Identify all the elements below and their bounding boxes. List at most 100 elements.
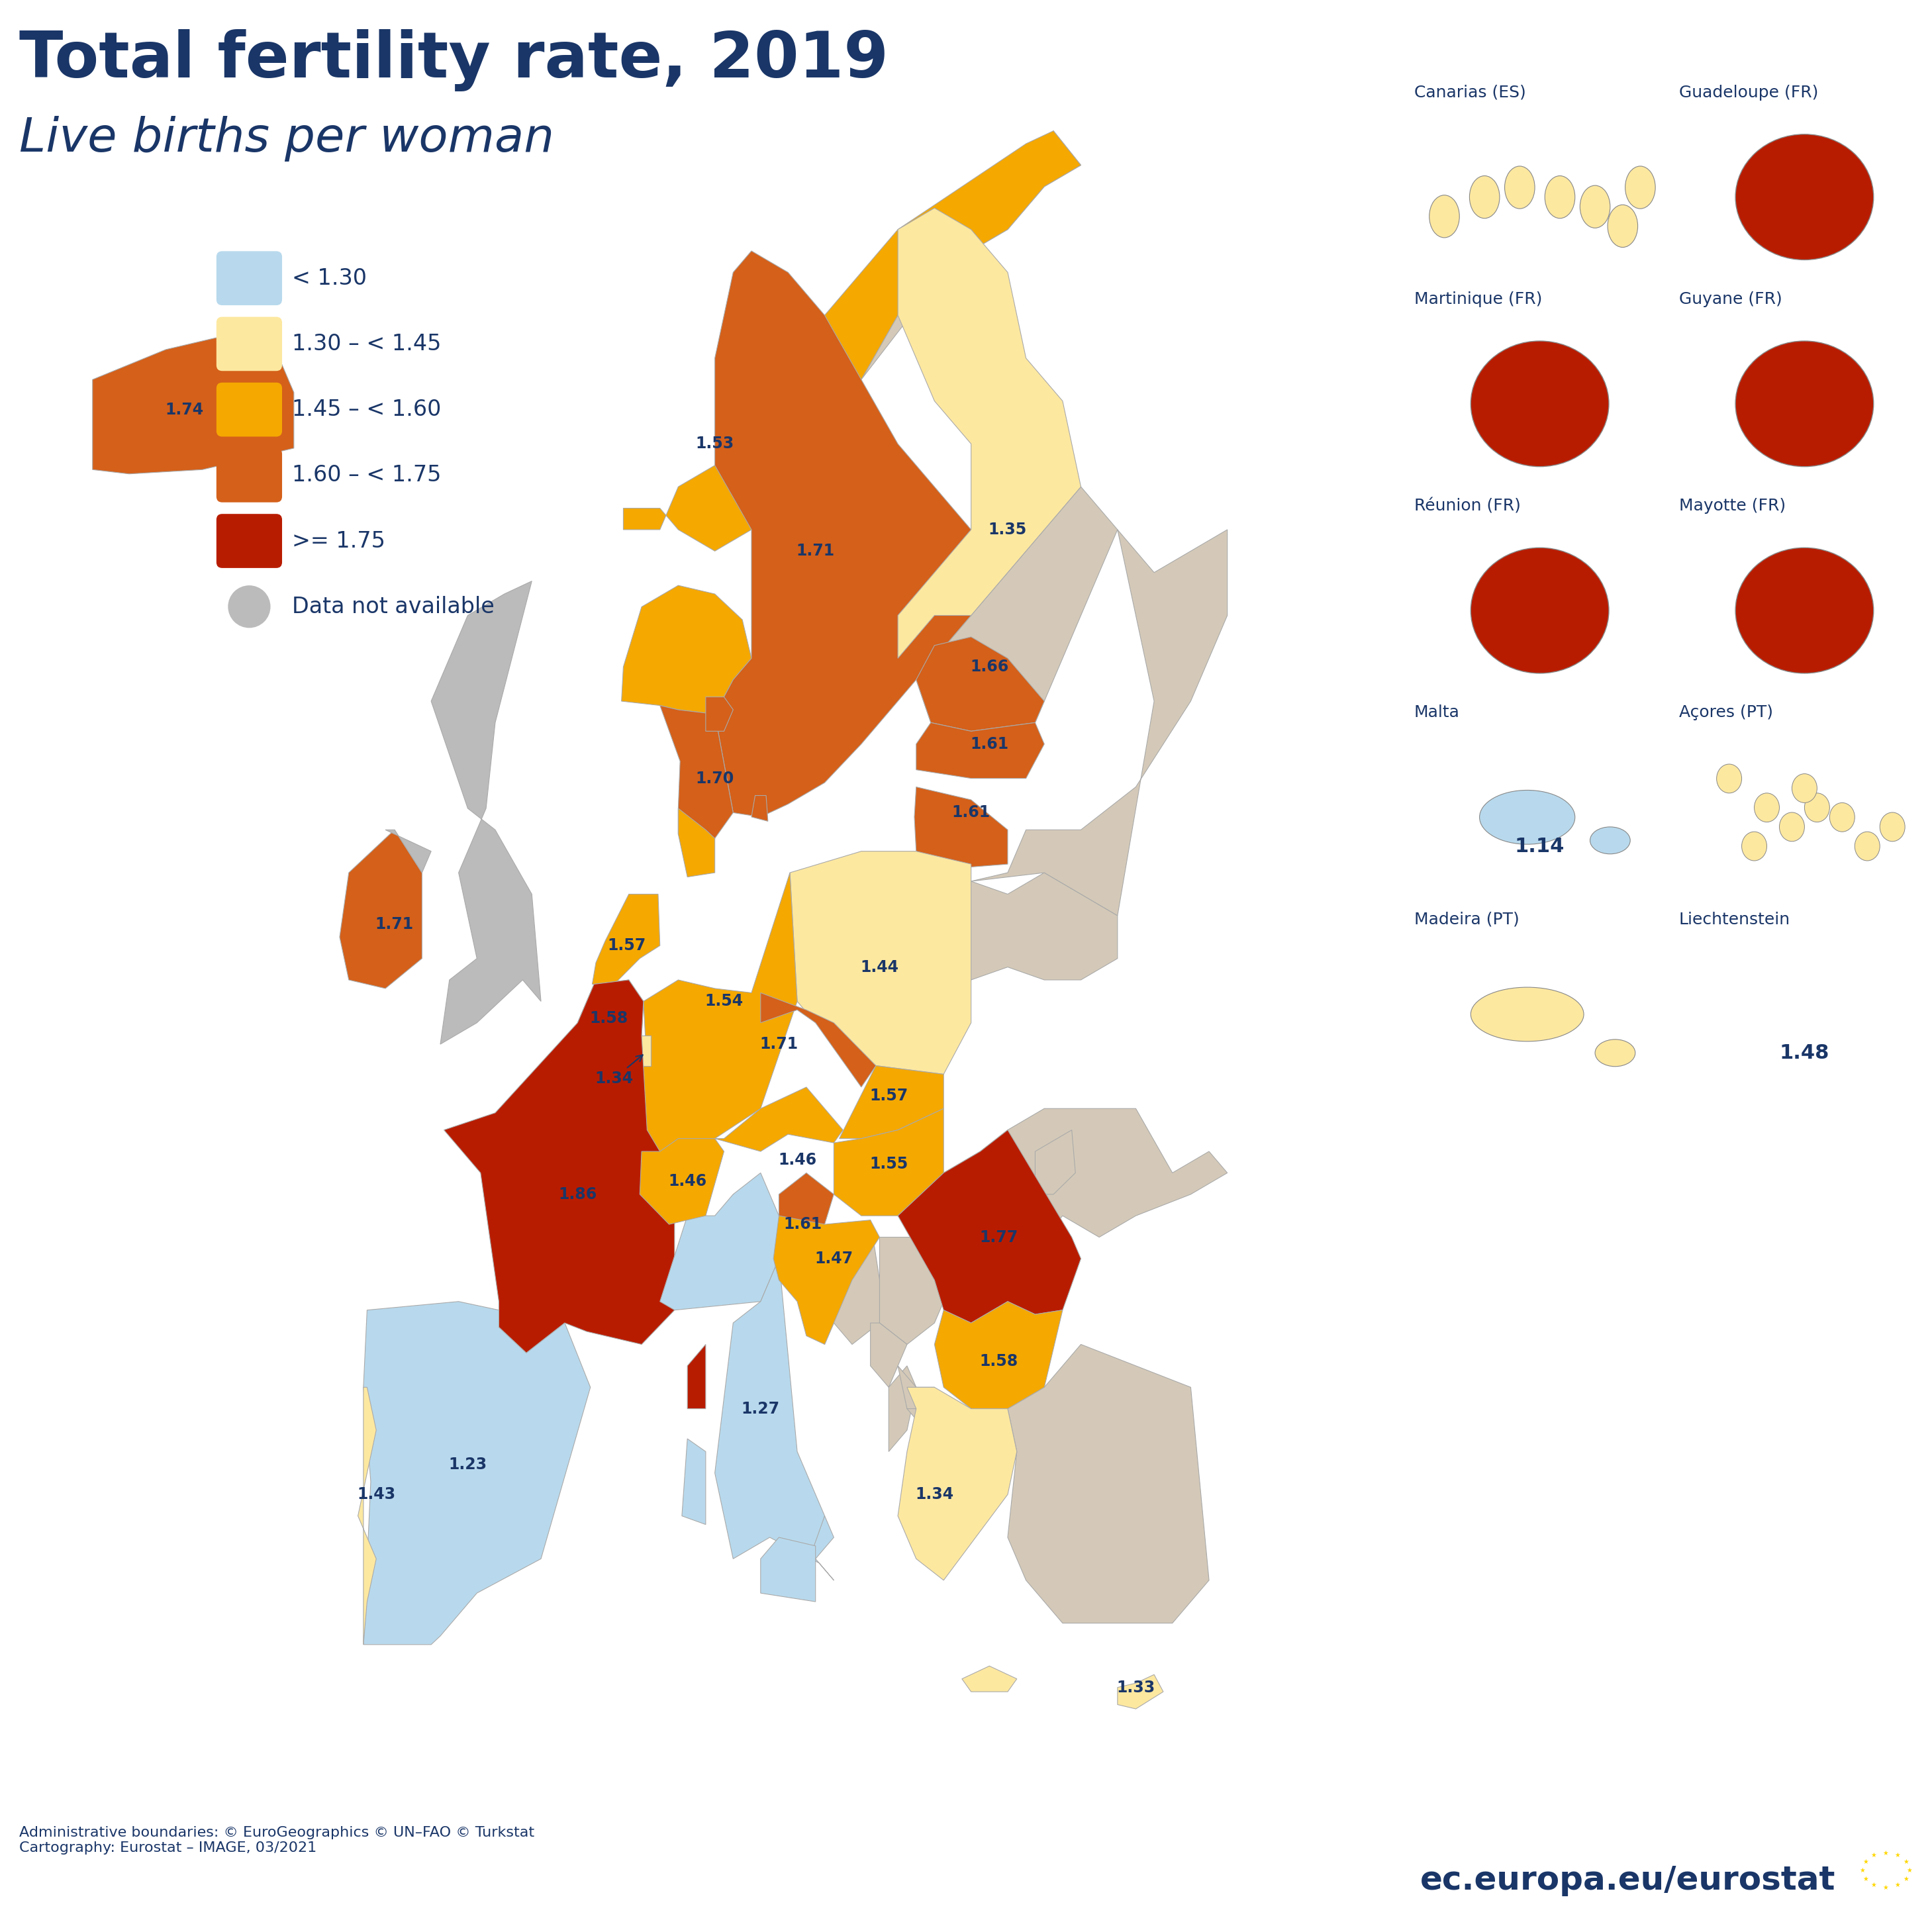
Polygon shape (835, 1109, 943, 1215)
Polygon shape (1009, 1345, 1209, 1623)
Polygon shape (639, 1138, 724, 1225)
Text: Guadeloupe (FR): Guadeloupe (FR) (1679, 85, 1818, 100)
Text: ★: ★ (1870, 1882, 1876, 1888)
Polygon shape (384, 831, 431, 873)
Polygon shape (593, 895, 661, 983)
Text: ★: ★ (1907, 1866, 1913, 1874)
Text: ★: ★ (1859, 1866, 1864, 1874)
Text: 1.48: 1.48 (1779, 1043, 1830, 1063)
Text: ec.europa.eu/eurostat: ec.europa.eu/eurostat (1420, 1864, 1835, 1895)
Text: Live births per woman: Live births per woman (19, 116, 554, 162)
Polygon shape (806, 1517, 835, 1567)
Polygon shape (898, 209, 1080, 659)
Text: 1.47: 1.47 (815, 1250, 854, 1267)
Text: Data not available: Data not available (292, 595, 495, 618)
Ellipse shape (1830, 804, 1855, 833)
Text: ★: ★ (1884, 1849, 1888, 1857)
Polygon shape (889, 1366, 916, 1451)
Polygon shape (661, 1173, 788, 1310)
Text: 1.74: 1.74 (164, 402, 203, 417)
Ellipse shape (1596, 1039, 1634, 1066)
Polygon shape (363, 1302, 591, 1644)
Text: ★: ★ (1903, 1859, 1909, 1864)
Text: 1.61: 1.61 (784, 1217, 821, 1233)
Polygon shape (624, 131, 1080, 551)
Polygon shape (935, 1109, 1227, 1236)
Polygon shape (682, 1439, 705, 1524)
Text: 1.33: 1.33 (1117, 1679, 1155, 1696)
Text: 1.58: 1.58 (980, 1354, 1018, 1370)
Text: < 1.30: < 1.30 (292, 267, 367, 290)
Text: 1.54: 1.54 (705, 993, 744, 1009)
Polygon shape (952, 873, 1117, 980)
Text: 1.77: 1.77 (980, 1229, 1018, 1244)
Text: ★: ★ (1895, 1882, 1901, 1888)
Polygon shape (93, 336, 294, 473)
Polygon shape (661, 705, 732, 838)
Ellipse shape (1880, 813, 1905, 842)
Polygon shape (444, 980, 674, 1352)
Text: 1.71: 1.71 (759, 1036, 798, 1053)
Polygon shape (935, 1302, 1063, 1408)
Ellipse shape (1505, 166, 1534, 209)
Polygon shape (898, 1130, 1080, 1323)
Text: Madeira (PT): Madeira (PT) (1414, 912, 1519, 927)
Ellipse shape (1590, 827, 1631, 854)
Ellipse shape (1741, 833, 1768, 862)
Polygon shape (639, 873, 798, 1151)
Text: ★: ★ (1862, 1859, 1868, 1864)
Text: Guyane (FR): Guyane (FR) (1679, 292, 1781, 307)
Polygon shape (906, 1387, 943, 1430)
Ellipse shape (1718, 765, 1743, 792)
Text: Liechtenstein: Liechtenstein (1679, 912, 1791, 927)
Text: 1.61: 1.61 (952, 806, 991, 821)
Text: 1.45 – < 1.60: 1.45 – < 1.60 (292, 398, 440, 421)
Text: Malta: Malta (1414, 705, 1461, 721)
Text: 1.55: 1.55 (869, 1157, 908, 1173)
Text: Réunion (FR): Réunion (FR) (1414, 498, 1520, 514)
Text: Administrative boundaries: © EuroGeographics © UN–FAO © Turkstat
Cartography: Eu: Administrative boundaries: © EuroGeograp… (19, 1826, 535, 1855)
Polygon shape (790, 852, 972, 1074)
Text: ★: ★ (1870, 1853, 1876, 1859)
Ellipse shape (1625, 166, 1656, 209)
Ellipse shape (1480, 790, 1575, 844)
Polygon shape (688, 1345, 705, 1408)
Text: 1.34: 1.34 (595, 1055, 643, 1086)
Ellipse shape (1735, 549, 1874, 674)
Polygon shape (871, 1323, 906, 1387)
Text: 1.44: 1.44 (860, 958, 898, 976)
Polygon shape (916, 487, 1227, 916)
Text: 1.43: 1.43 (357, 1486, 396, 1503)
Ellipse shape (1470, 987, 1584, 1041)
Ellipse shape (1430, 195, 1459, 238)
Polygon shape (1117, 1675, 1163, 1710)
Polygon shape (752, 796, 767, 821)
Text: ★: ★ (1884, 1884, 1888, 1891)
Polygon shape (357, 1387, 377, 1644)
Polygon shape (578, 980, 643, 1066)
Polygon shape (879, 1236, 943, 1345)
Ellipse shape (1607, 205, 1638, 247)
Polygon shape (715, 251, 972, 817)
Polygon shape (773, 1215, 879, 1345)
Text: 1.71: 1.71 (796, 543, 835, 558)
Ellipse shape (1754, 792, 1779, 823)
Text: 1.66: 1.66 (970, 659, 1009, 674)
Text: >= 1.75: >= 1.75 (292, 529, 384, 553)
Ellipse shape (1779, 813, 1804, 842)
Text: 1.53: 1.53 (696, 437, 734, 452)
Polygon shape (838, 1066, 943, 1138)
Polygon shape (898, 1387, 1016, 1580)
Polygon shape (898, 1366, 925, 1408)
Polygon shape (916, 723, 1045, 779)
Ellipse shape (1470, 549, 1609, 674)
Polygon shape (962, 1665, 1016, 1692)
Polygon shape (914, 786, 1009, 867)
Polygon shape (779, 1173, 835, 1236)
Ellipse shape (1470, 176, 1499, 218)
Text: 1.58: 1.58 (589, 1010, 628, 1026)
Ellipse shape (1855, 833, 1880, 862)
Text: 1.14: 1.14 (1515, 837, 1565, 856)
Text: 1.60 – < 1.75: 1.60 – < 1.75 (292, 464, 440, 487)
Polygon shape (678, 808, 715, 877)
